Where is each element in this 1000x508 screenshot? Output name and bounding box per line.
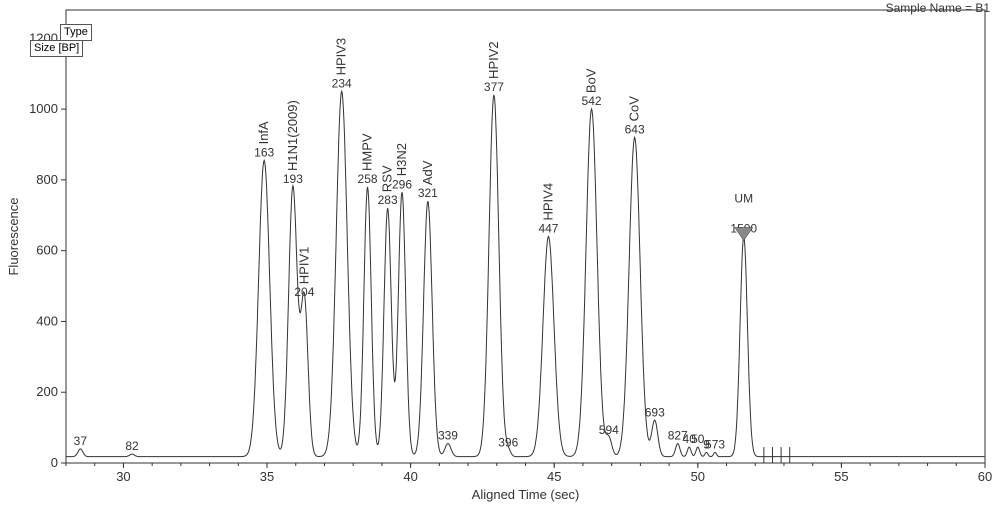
- type-legend-box: Type: [60, 24, 92, 41]
- svg-text:339: 339: [438, 429, 458, 443]
- svg-text:600: 600: [36, 243, 58, 258]
- svg-text:37: 37: [74, 434, 88, 448]
- svg-text:204: 204: [294, 285, 314, 299]
- svg-text:Aligned Time (sec): Aligned Time (sec): [472, 487, 580, 502]
- svg-text:HPIV3: HPIV3: [334, 38, 349, 76]
- svg-text:50: 50: [691, 469, 705, 484]
- svg-text:258: 258: [358, 172, 378, 186]
- svg-text:193: 193: [283, 172, 303, 186]
- sample-name-label: Sample Name = B1: [886, 1, 990, 15]
- svg-text:55: 55: [834, 469, 848, 484]
- svg-text:Fluorescence: Fluorescence: [6, 197, 21, 275]
- svg-text:HMPV: HMPV: [360, 133, 375, 171]
- svg-text:283: 283: [378, 193, 398, 207]
- svg-text:0: 0: [51, 455, 58, 470]
- svg-text:CoV: CoV: [627, 96, 642, 122]
- svg-text:321: 321: [418, 186, 438, 200]
- svg-text:35: 35: [260, 469, 274, 484]
- svg-text:542: 542: [582, 94, 602, 108]
- svg-text:1000: 1000: [29, 101, 58, 116]
- size-legend-box: Size [BP]: [30, 40, 83, 57]
- svg-text:200: 200: [36, 384, 58, 399]
- svg-text:HPIV2: HPIV2: [486, 41, 501, 79]
- svg-text:234: 234: [332, 76, 352, 90]
- svg-text:HPIV1: HPIV1: [296, 247, 311, 285]
- svg-text:163: 163: [254, 145, 274, 159]
- svg-text:30: 30: [116, 469, 130, 484]
- svg-text:60: 60: [978, 469, 992, 484]
- svg-text:InfA: InfA: [256, 121, 271, 144]
- svg-text:BoV: BoV: [584, 68, 599, 93]
- electropherogram-chart: Sample Name = B1 Type Size [BP] 30 35 40 45…: [0, 0, 1000, 508]
- svg-text:447: 447: [538, 222, 558, 236]
- svg-text:UM: UM: [734, 192, 753, 206]
- chart-svg: 30 35 40 45 50 55 60 Aligned Time (sec) 0 200 400 6…: [0, 0, 1000, 508]
- svg-text:296: 296: [392, 177, 412, 191]
- svg-text:82: 82: [125, 439, 139, 453]
- svg-text:800: 800: [36, 172, 58, 187]
- svg-text:45: 45: [547, 469, 561, 484]
- svg-text:H3N2: H3N2: [394, 143, 409, 176]
- svg-text:573: 573: [705, 437, 725, 451]
- svg-text:AdV: AdV: [420, 160, 435, 185]
- svg-text:377: 377: [484, 80, 504, 94]
- svg-text:40: 40: [403, 469, 417, 484]
- svg-text:594: 594: [599, 423, 619, 437]
- svg-text:693: 693: [645, 406, 665, 420]
- svg-text:400: 400: [36, 313, 58, 328]
- svg-text:HPIV4: HPIV4: [540, 183, 555, 221]
- svg-text:H1N1(2009): H1N1(2009): [285, 100, 300, 171]
- svg-text:643: 643: [625, 122, 645, 136]
- svg-text:396: 396: [498, 436, 518, 450]
